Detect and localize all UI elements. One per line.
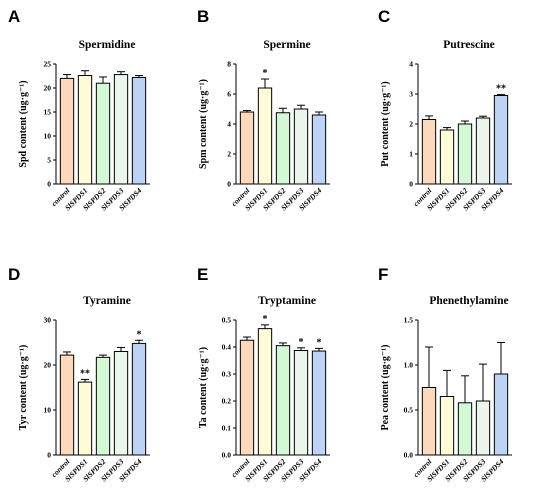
bar-SlSPDS3 <box>113 351 129 456</box>
panel-letter: F <box>378 265 388 284</box>
y-axis-label: Ta content (ug·g⁻¹) <box>198 347 209 428</box>
bar-SlSPDS4 <box>131 342 147 456</box>
chart-title: Phenethylamine <box>429 295 508 307</box>
significance-mark: * <box>263 68 268 79</box>
significance-mark: * <box>317 337 322 348</box>
y-axis-label: Spd content (ug·g⁻¹) <box>18 80 29 167</box>
y-tick-label: 20 <box>44 361 52 370</box>
bar-SlSPDS3 <box>113 74 129 185</box>
panel-letter: A <box>8 7 20 26</box>
y-tick-label: 0.5 <box>222 316 232 325</box>
y-tick-label: 2 <box>409 120 413 129</box>
panel-letter: E <box>197 265 208 284</box>
y-tick-label: 4 <box>409 60 413 69</box>
y-tick-label: 0 <box>409 180 413 189</box>
bar-control <box>421 387 437 456</box>
bar-SlSPDS3 <box>293 108 309 185</box>
panel-letter: B <box>197 7 209 26</box>
significance-mark: * <box>137 329 142 340</box>
y-tick-label: 6 <box>227 90 231 99</box>
y-axis-label: Spm content (ug·g⁻¹) <box>198 79 209 169</box>
bar-control <box>239 339 255 456</box>
y-tick-label: 4 <box>227 120 231 129</box>
bar-SlSPDS1 <box>439 396 455 456</box>
y-tick-label: 0.5 <box>404 406 414 415</box>
bar-control <box>421 119 437 185</box>
y-tick-label: 1 <box>409 150 413 159</box>
bar-SlSPDS1 <box>257 328 273 456</box>
chart-title: Putrescine <box>443 39 495 51</box>
y-tick-label: 0.3 <box>222 370 232 379</box>
y-tick-label: 3 <box>409 90 413 99</box>
y-tick-label: 0.0 <box>222 451 232 460</box>
y-axis-label: Pea content (ug·g⁻¹) <box>380 344 391 430</box>
y-tick-label: 0 <box>227 180 231 189</box>
chart-title: Tryptamine <box>258 295 316 307</box>
y-tick-label: 10 <box>44 132 52 141</box>
bar-SlSPDS2 <box>275 345 291 456</box>
bar-SlSPDS2 <box>457 402 473 456</box>
significance-mark: * <box>263 314 268 325</box>
y-tick-label: 1.0 <box>404 361 414 370</box>
y-axis-label: Put content (ug·g⁻¹) <box>380 81 391 167</box>
y-tick-label: 0 <box>47 180 51 189</box>
bar-SlSPDS4 <box>311 114 327 185</box>
bar-SlSPDS3 <box>475 117 491 185</box>
y-tick-label: 1.5 <box>404 316 414 325</box>
chart-title: Tyramine <box>83 295 131 307</box>
y-tick-label: 0.2 <box>222 397 232 406</box>
bar-control <box>239 111 255 185</box>
bar-SlSPDS2 <box>457 123 473 185</box>
y-tick-label: 25 <box>44 60 52 69</box>
bar-SlSPDS4 <box>493 95 509 185</box>
y-tick-label: 0.4 <box>222 343 232 352</box>
bar-SlSPDS4 <box>311 350 327 456</box>
y-tick-label: 5 <box>47 156 51 165</box>
y-tick-label: 15 <box>44 108 52 117</box>
bar-SlSPDS4 <box>131 76 147 185</box>
bar-SlSPDS2 <box>95 82 111 185</box>
bar-SlSPDS2 <box>95 356 111 456</box>
bar-SlSPDS1 <box>77 75 93 185</box>
bar-SlSPDS1 <box>439 129 455 185</box>
y-tick-label: 0.0 <box>404 451 414 460</box>
bar-control <box>59 77 75 185</box>
significance-mark: * <box>299 337 304 348</box>
bar-SlSPDS3 <box>475 400 491 456</box>
chart-title: Spermidine <box>79 39 136 51</box>
bar-SlSPDS2 <box>275 112 291 185</box>
y-tick-label: 30 <box>44 316 52 325</box>
bar-SlSPDS4 <box>493 373 509 456</box>
significance-mark: ** <box>80 368 90 379</box>
bar-SlSPDS1 <box>257 87 273 185</box>
bar-control <box>59 354 75 456</box>
y-tick-label: 2 <box>227 150 231 159</box>
bar-SlSPDS3 <box>293 350 309 456</box>
chart-title: Spermine <box>263 39 310 51</box>
y-axis-label: Tyr content (ug·g⁻¹) <box>18 345 29 431</box>
panel-letter: C <box>378 7 390 26</box>
y-tick-label: 8 <box>227 60 231 69</box>
y-tick-label: 0.1 <box>222 424 232 433</box>
panel-letter: D <box>8 265 20 284</box>
y-tick-label: 10 <box>44 406 52 415</box>
y-tick-label: 20 <box>44 84 52 93</box>
significance-mark: ** <box>496 84 506 95</box>
bar-SlSPDS1 <box>77 381 93 456</box>
y-tick-label: 0 <box>47 451 51 460</box>
